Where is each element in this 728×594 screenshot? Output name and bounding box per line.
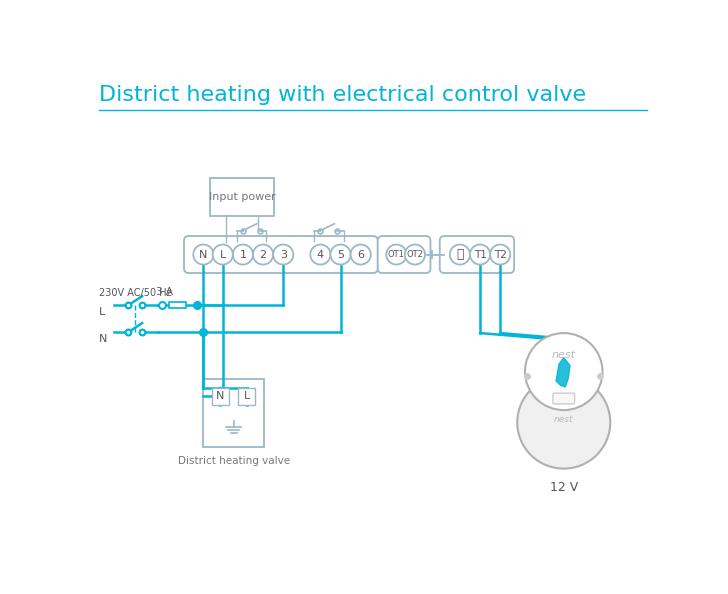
- Text: L: L: [220, 249, 226, 260]
- Circle shape: [450, 245, 470, 264]
- FancyBboxPatch shape: [203, 380, 264, 447]
- Text: L: L: [99, 307, 105, 317]
- Circle shape: [387, 245, 406, 264]
- FancyBboxPatch shape: [440, 236, 514, 273]
- FancyBboxPatch shape: [168, 302, 186, 308]
- FancyBboxPatch shape: [378, 236, 430, 273]
- Circle shape: [310, 245, 331, 264]
- Text: Input power: Input power: [209, 192, 275, 202]
- Circle shape: [351, 245, 371, 264]
- Text: 1: 1: [240, 249, 246, 260]
- Circle shape: [405, 245, 425, 264]
- FancyBboxPatch shape: [238, 388, 256, 405]
- Text: OT2: OT2: [406, 250, 424, 259]
- Circle shape: [213, 245, 233, 264]
- Circle shape: [273, 245, 293, 264]
- Text: N: N: [216, 391, 225, 401]
- Text: nest: nest: [554, 415, 574, 424]
- Text: nest: nest: [552, 350, 576, 359]
- Circle shape: [490, 245, 510, 264]
- Text: 12 V: 12 V: [550, 481, 578, 494]
- FancyBboxPatch shape: [210, 178, 274, 216]
- FancyBboxPatch shape: [553, 393, 574, 404]
- Text: ⏚: ⏚: [456, 248, 464, 261]
- Circle shape: [253, 245, 273, 264]
- Circle shape: [194, 245, 213, 264]
- Circle shape: [525, 333, 603, 410]
- Text: T2: T2: [494, 249, 507, 260]
- Circle shape: [331, 245, 351, 264]
- Text: T1: T1: [474, 249, 486, 260]
- Text: 2: 2: [259, 249, 266, 260]
- Text: 4: 4: [317, 249, 324, 260]
- Text: OT1: OT1: [388, 250, 405, 259]
- Text: District heating with electrical control valve: District heating with electrical control…: [99, 85, 586, 105]
- Text: 230V AC/50 Hz: 230V AC/50 Hz: [99, 288, 171, 298]
- Text: 5: 5: [337, 249, 344, 260]
- Circle shape: [470, 245, 490, 264]
- Text: District heating valve: District heating valve: [178, 456, 290, 466]
- Text: N: N: [199, 249, 207, 260]
- Text: N: N: [99, 334, 107, 345]
- Polygon shape: [556, 358, 570, 387]
- Text: 3: 3: [280, 249, 287, 260]
- Circle shape: [518, 376, 610, 469]
- FancyBboxPatch shape: [184, 236, 378, 273]
- Text: 3 A: 3 A: [156, 286, 173, 296]
- Text: 6: 6: [357, 249, 364, 260]
- Circle shape: [233, 245, 253, 264]
- Text: L: L: [244, 391, 250, 401]
- FancyBboxPatch shape: [212, 388, 229, 405]
